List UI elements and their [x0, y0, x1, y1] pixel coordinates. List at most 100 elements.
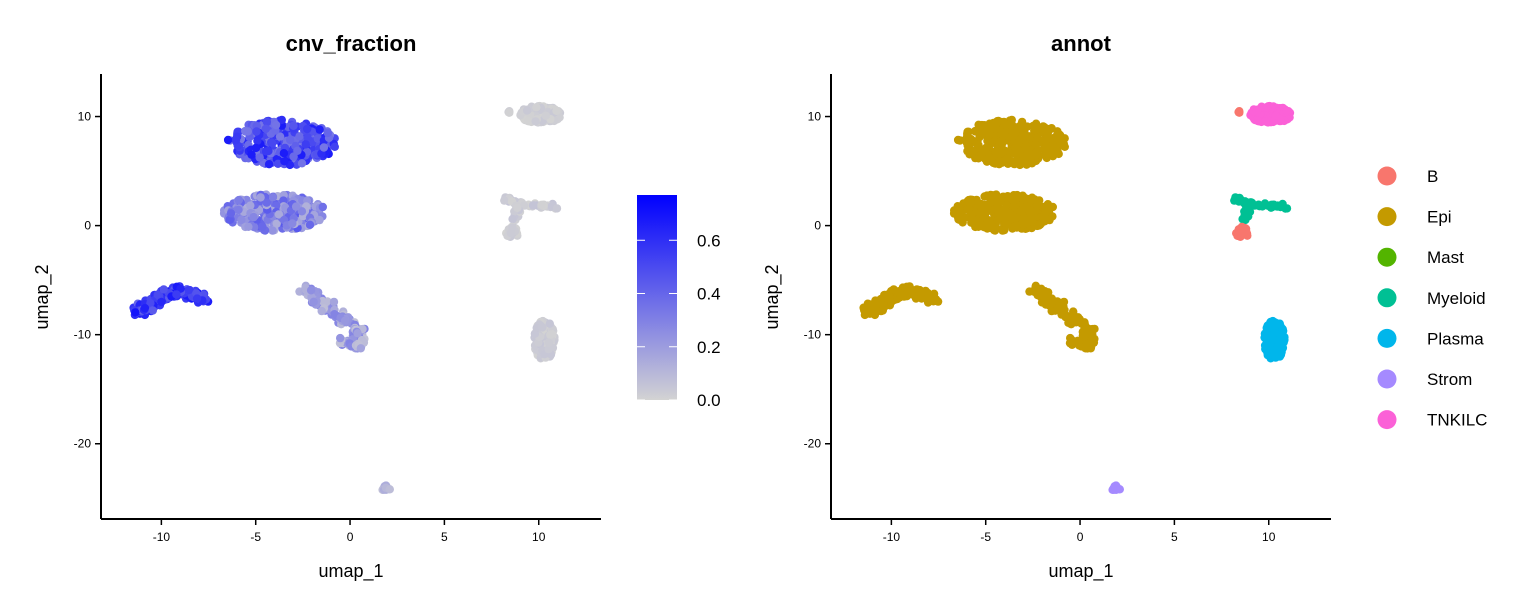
x-tick-label: -5	[250, 530, 261, 544]
data-point	[192, 294, 202, 303]
x-tick-label: 0	[1077, 530, 1084, 544]
legend-key	[1377, 207, 1397, 227]
scatter-points	[859, 101, 1295, 494]
data-point	[1274, 338, 1284, 347]
data-point	[531, 117, 540, 126]
data-point	[159, 285, 168, 294]
data-point	[277, 115, 286, 125]
data-point	[172, 290, 181, 299]
data-point	[153, 290, 162, 299]
data-point	[538, 323, 547, 332]
data-point	[303, 133, 312, 142]
data-point	[271, 120, 281, 130]
data-point	[981, 143, 991, 153]
data-point	[994, 160, 1004, 169]
data-point	[992, 117, 1002, 127]
colorbar-ticks: 0.0 0.2 0.4 0.6	[637, 231, 721, 410]
x-tick-label: 10	[532, 530, 546, 544]
data-point	[131, 308, 140, 317]
legend-key	[1377, 328, 1397, 348]
data-point	[1015, 135, 1025, 145]
data-point	[1086, 344, 1096, 353]
data-point	[977, 150, 986, 159]
data-point	[297, 207, 307, 216]
data-point	[1025, 132, 1034, 141]
data-point	[500, 196, 509, 205]
data-point	[246, 201, 255, 210]
data-point	[291, 202, 301, 211]
data-point	[914, 286, 923, 295]
data-point	[289, 121, 298, 130]
data-point	[1236, 228, 1246, 238]
data-point	[508, 214, 517, 224]
data-point	[1005, 132, 1015, 141]
data-point	[1060, 142, 1070, 151]
data-point	[964, 205, 973, 214]
data-point	[247, 150, 256, 159]
data-point	[974, 222, 983, 231]
data-point	[146, 299, 155, 308]
data-point	[385, 485, 394, 494]
x-axis-ticks: -10 -5 0 5 10	[883, 519, 1276, 544]
y-tick-label: 10	[808, 110, 822, 124]
legend-label: Mast	[1427, 248, 1464, 267]
data-point	[505, 108, 514, 117]
data-point	[318, 296, 327, 306]
data-point	[303, 124, 312, 134]
data-point	[506, 228, 516, 238]
data-point	[1083, 329, 1092, 338]
data-point	[1009, 149, 1019, 158]
y-axis-title: umap_2	[32, 264, 53, 329]
data-point	[262, 198, 271, 207]
data-point	[258, 222, 267, 231]
colorbar-tick-label: 0.4	[697, 285, 721, 304]
data-point	[861, 308, 870, 317]
data-point	[226, 209, 236, 218]
data-point	[922, 294, 932, 303]
colorbar-tick-label: 0.0	[697, 391, 721, 410]
data-point	[273, 159, 283, 168]
data-point	[297, 159, 307, 168]
data-point	[1048, 202, 1058, 212]
data-point	[234, 195, 243, 205]
data-point	[289, 152, 298, 161]
data-point	[986, 193, 995, 202]
x-tick-label: 10	[1262, 530, 1276, 544]
data-point	[301, 140, 310, 149]
data-point	[1235, 108, 1244, 117]
data-point	[1010, 157, 1019, 166]
data-point	[998, 193, 1008, 202]
data-point	[305, 220, 315, 229]
data-point	[237, 215, 246, 225]
data-point	[528, 201, 538, 210]
data-point	[1003, 159, 1013, 168]
data-point	[148, 306, 157, 315]
data-point	[1007, 115, 1016, 125]
data-point	[285, 135, 295, 145]
data-point	[1027, 159, 1037, 168]
data-point	[1258, 201, 1268, 210]
y-tick-label: 0	[84, 219, 91, 233]
data-point	[234, 205, 243, 214]
data-point	[268, 226, 277, 235]
data-point	[991, 147, 1001, 156]
data-point	[1048, 296, 1057, 306]
legend-label: Plasma	[1427, 329, 1484, 348]
y-axis-ticks: -20 -10 0 10	[74, 110, 101, 451]
legend-key	[1377, 166, 1397, 186]
data-point	[157, 297, 166, 307]
data-point	[1049, 143, 1059, 152]
colorbar-tick-label: 0.6	[697, 231, 721, 250]
data-point	[261, 147, 271, 156]
data-point	[1001, 120, 1011, 130]
data-point	[309, 297, 318, 306]
x-tick-label: -5	[980, 530, 991, 544]
colorbar-tick-label: 0.2	[697, 338, 721, 357]
data-point	[1033, 133, 1042, 142]
data-point	[1021, 202, 1031, 211]
data-point	[889, 285, 898, 294]
data-point	[264, 160, 274, 169]
data-point	[878, 306, 887, 315]
